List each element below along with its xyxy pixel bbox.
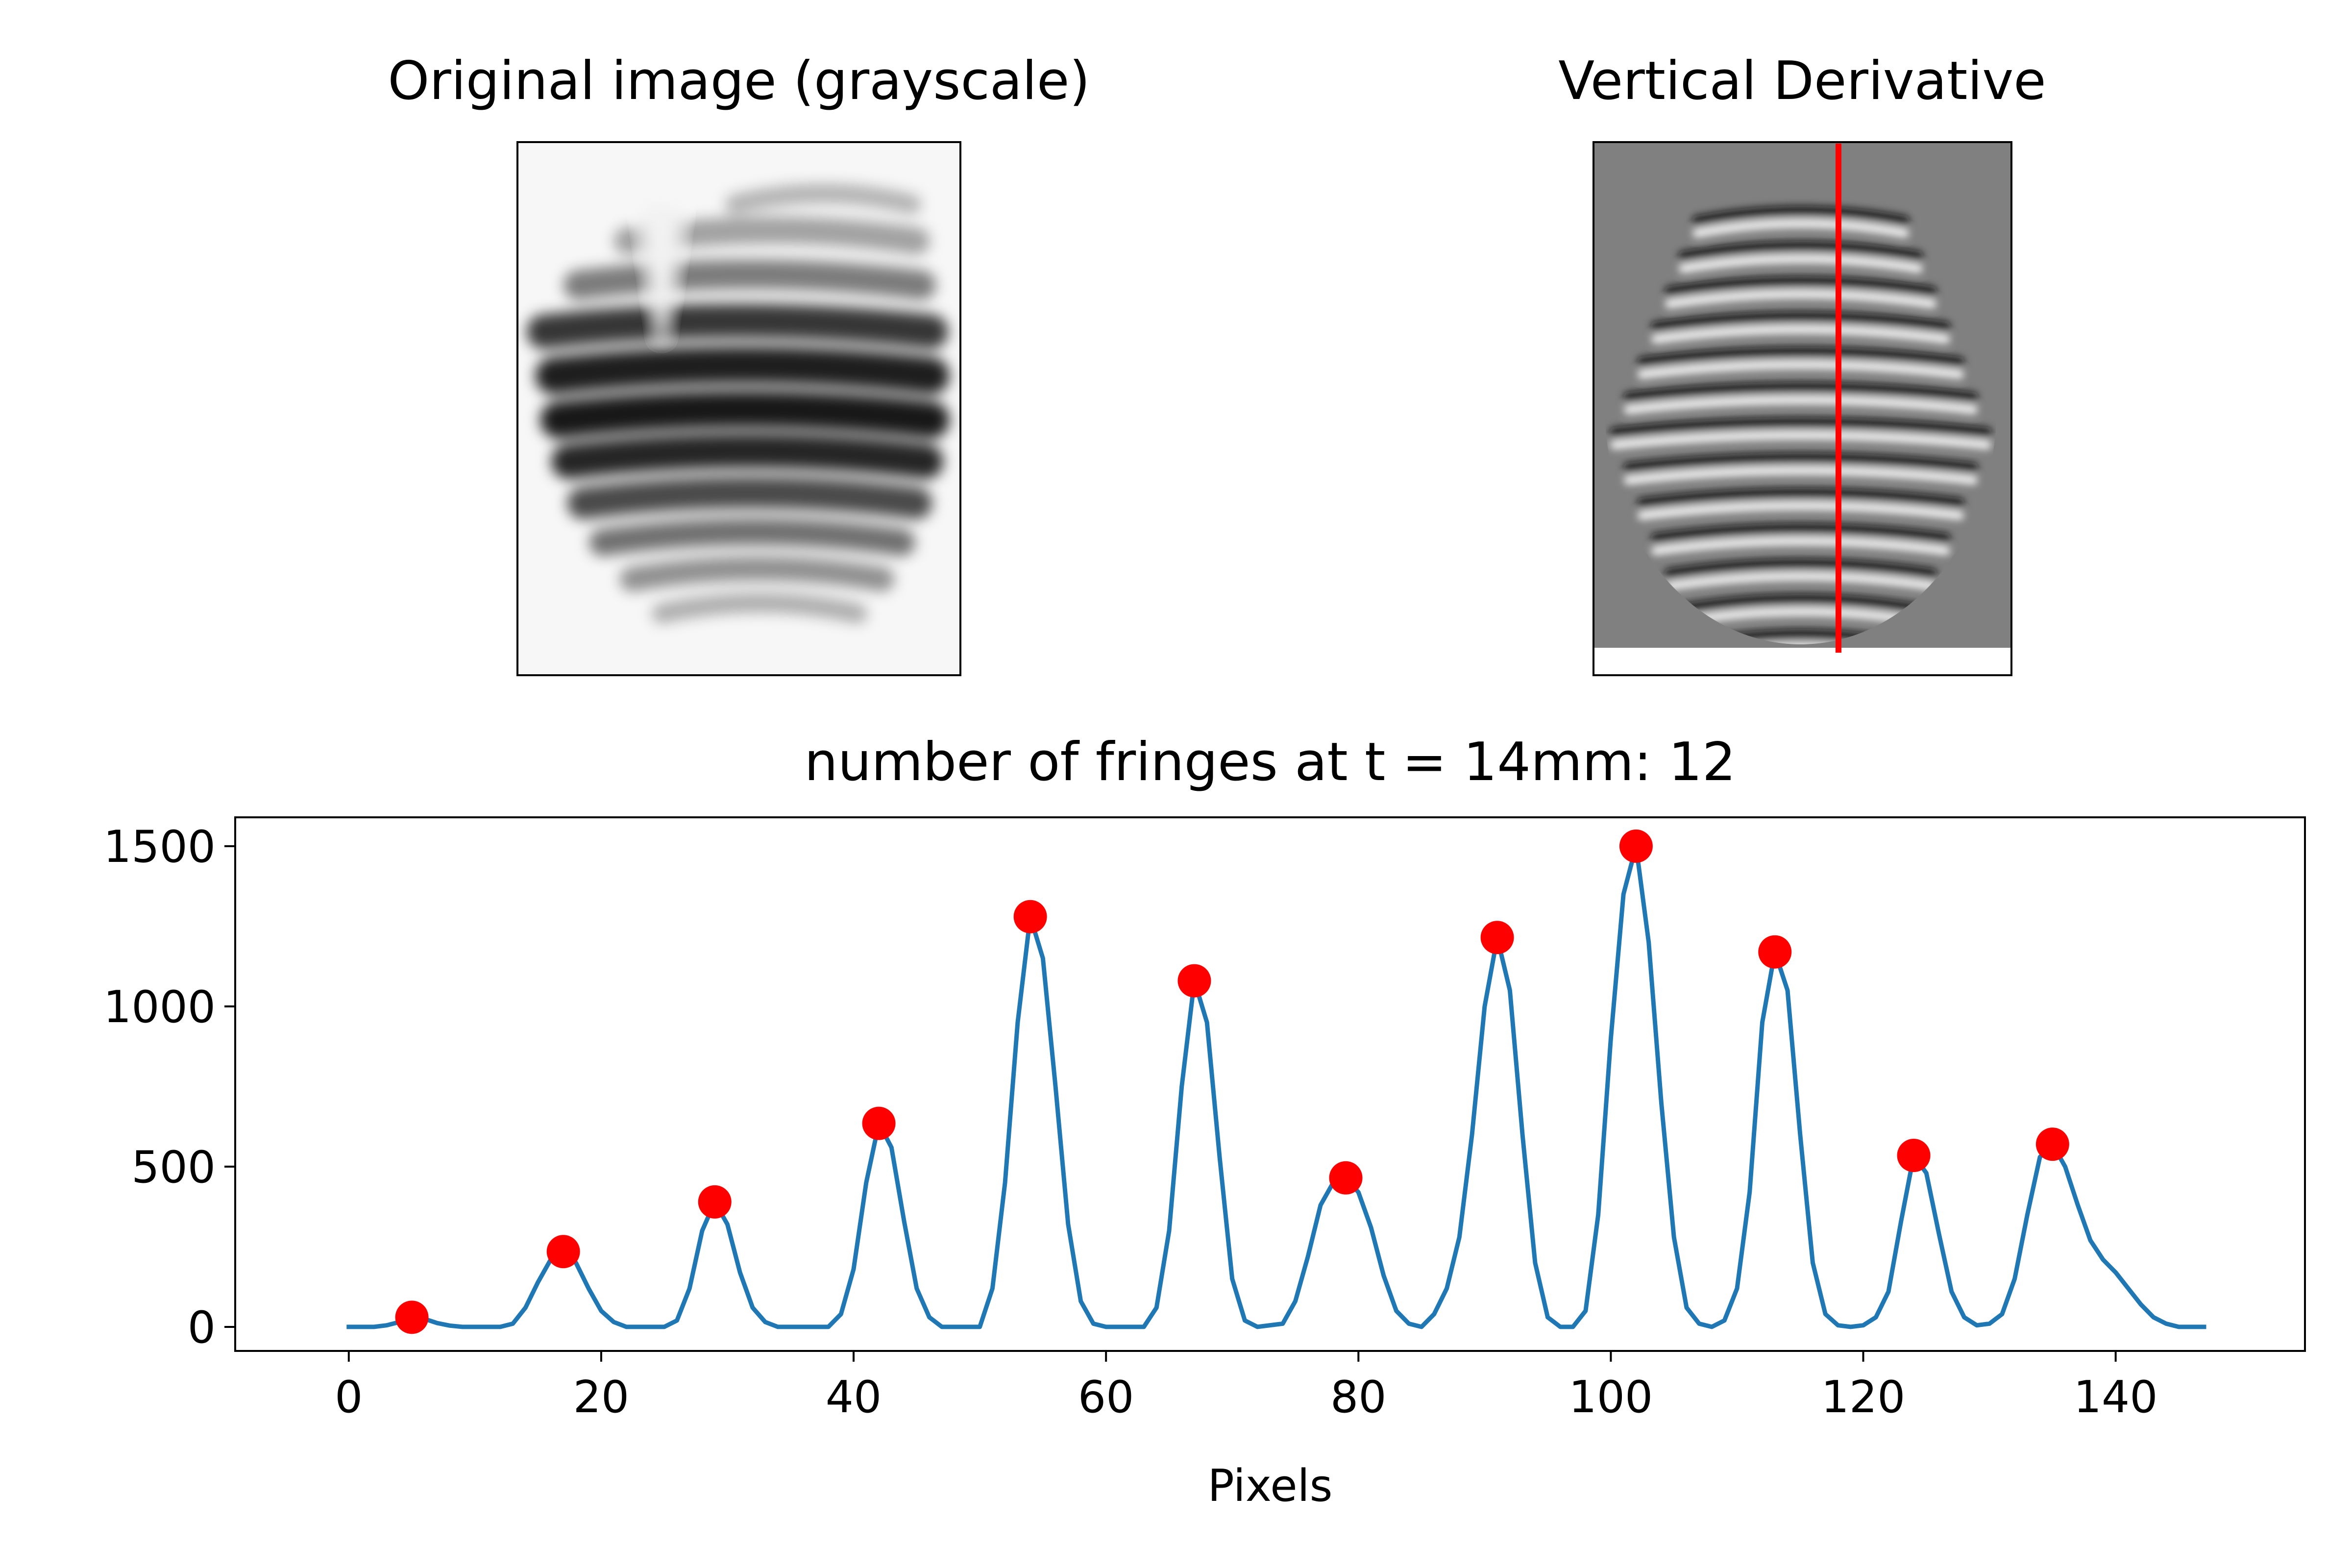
peak-marker	[395, 1300, 429, 1334]
x-axis-ticks: 0 20 40 60 80 100 120 140	[335, 1351, 2158, 1423]
x-tick-label: 140	[2074, 1372, 2158, 1423]
peak-marker	[1177, 964, 1211, 998]
peak-marker	[1013, 900, 1047, 933]
peak-marker	[698, 1185, 732, 1219]
chart-title: number of fringes at t = 14mm: 12	[804, 732, 1736, 793]
x-axis-label: Pixels	[1207, 1460, 1332, 1512]
x-tick-label: 120	[1821, 1372, 1906, 1423]
fringe-chart: 0 500 1000 1500 0 20 40 60 80 100 120 140	[103, 821, 2206, 1423]
original-image-title: Original image (grayscale)	[388, 50, 1090, 112]
chart-frame	[234, 816, 2306, 1352]
y-axis-ticks: 0 500 1000 1500	[103, 821, 235, 1353]
peak-markers	[395, 829, 2069, 1334]
x-tick-label: 60	[1078, 1372, 1134, 1423]
peak-marker	[1329, 1161, 1363, 1195]
derivative-image-title: Vertical Derivative	[1558, 50, 2046, 112]
y-tick-label: 1000	[103, 981, 216, 1033]
y-tick-label: 1500	[103, 821, 216, 873]
peak-marker	[1619, 829, 1653, 863]
peak-marker	[1897, 1139, 1931, 1173]
x-tick-label: 40	[826, 1372, 882, 1423]
x-tick-label: 20	[573, 1372, 630, 1423]
peak-marker	[546, 1235, 580, 1269]
peak-marker	[1758, 935, 1792, 969]
x-tick-label: 80	[1330, 1372, 1387, 1423]
original-image-frame	[516, 141, 961, 676]
original-image	[517, 142, 960, 675]
x-tick-label: 100	[1569, 1372, 1653, 1423]
peak-marker	[2035, 1127, 2069, 1161]
y-tick-label: 500	[131, 1142, 216, 1193]
derivative-image-frame	[1592, 141, 2012, 676]
x-tick-label: 0	[335, 1372, 363, 1423]
peak-marker	[1480, 921, 1514, 955]
derivative-image	[1593, 142, 2011, 648]
intensity-line	[346, 844, 2206, 1329]
peak-marker	[862, 1106, 896, 1140]
derivative-blank-strip	[1593, 648, 2011, 675]
y-tick-label: 0	[188, 1302, 216, 1353]
